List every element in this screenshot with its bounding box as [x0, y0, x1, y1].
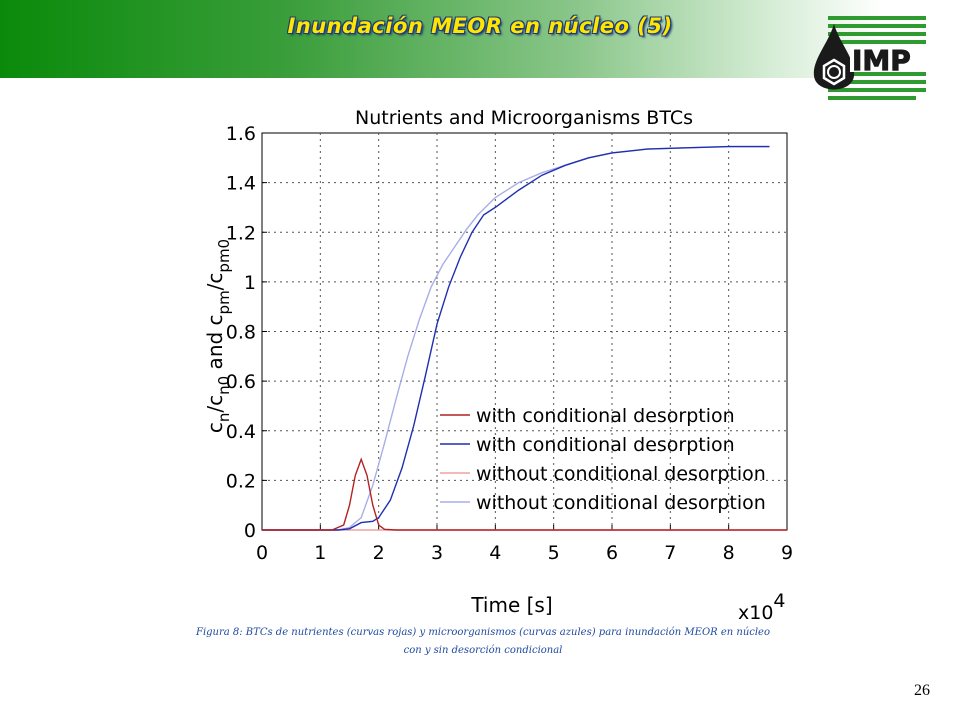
caption-line-2: con y sin desorción condicional — [403, 645, 563, 656]
y-tick-label: 0.4 — [226, 421, 256, 443]
gridlines — [262, 133, 787, 530]
series-line-1 — [262, 457, 787, 531]
chart-title: Nutrients and Microorganisms BTCs — [355, 107, 693, 129]
y-tick-label: 1.2 — [226, 222, 256, 244]
y-tick-label: 1 — [244, 272, 256, 294]
x-tick-label: 2 — [373, 542, 385, 564]
legend-label: without conditional desorption — [476, 492, 766, 514]
x-tick-label: 1 — [314, 542, 326, 564]
y-tick-label: 1.6 — [226, 123, 256, 145]
plot-frame — [261, 132, 788, 531]
x-axis-label: Time [s] — [470, 593, 552, 617]
x-tick-label: 6 — [606, 542, 618, 564]
x-multiplier-exp: 4 — [773, 590, 785, 612]
x-multiplier-base: x10 — [738, 602, 773, 624]
legend-label: without conditional desorption — [476, 463, 766, 485]
legend-label: with conditional desorption — [476, 405, 735, 427]
x-tick-label: 5 — [548, 542, 560, 564]
header-banner — [0, 0, 960, 78]
x-tick-label: 8 — [723, 542, 735, 564]
series-lines — [262, 145, 787, 531]
caption-line-1: Figura 8: BTCs de nutrientes (curvas roj… — [196, 627, 770, 638]
y-tick-label: 0.8 — [226, 322, 256, 344]
x-tick-label: 9 — [781, 542, 793, 564]
x-tick-label: 0 — [256, 542, 268, 564]
y-tick-label: 0 — [244, 520, 256, 542]
hexagon-icon — [822, 58, 846, 86]
y-tick-label: 1.4 — [226, 173, 256, 195]
page-number: 26 — [914, 682, 930, 699]
logo-stripes — [828, 16, 926, 100]
figure-caption: Figura 8: BTCs de nutrientes (curvas roj… — [170, 624, 796, 660]
imp-logo: IMP — [813, 16, 930, 100]
y-axis-label: cn/cn0 and cpm/cpm0 — [203, 239, 233, 433]
slide-title: Inundación MEOR en núcleo (5) — [287, 14, 673, 38]
x-tick-labels: 0 1 2 3 4 5 6 7 8 9 — [256, 525, 793, 564]
y-tick-label: 0.6 — [226, 371, 256, 393]
x-multiplier: x104 — [738, 590, 786, 624]
legend-label: with conditional desorption — [476, 434, 735, 456]
y-tick-label: 0.2 — [226, 470, 256, 492]
x-tick-label: 4 — [489, 542, 501, 564]
btc-chart: 0 1 2 3 4 5 6 7 8 9 0 0.2 0.4 0.6 0.8 1 1.2 1.4 1.6 Nutri… — [203, 107, 793, 624]
x-tick-label: 7 — [664, 542, 676, 564]
legend: with conditional desorption with conditio… — [440, 405, 766, 514]
series-line-2 — [262, 145, 770, 531]
y-tick-labels: 0 0.2 0.4 0.6 0.8 1 1.2 1.4 1.6 — [226, 123, 267, 542]
x-tick-label: 3 — [431, 542, 443, 564]
logo-text: IMP — [852, 44, 911, 77]
